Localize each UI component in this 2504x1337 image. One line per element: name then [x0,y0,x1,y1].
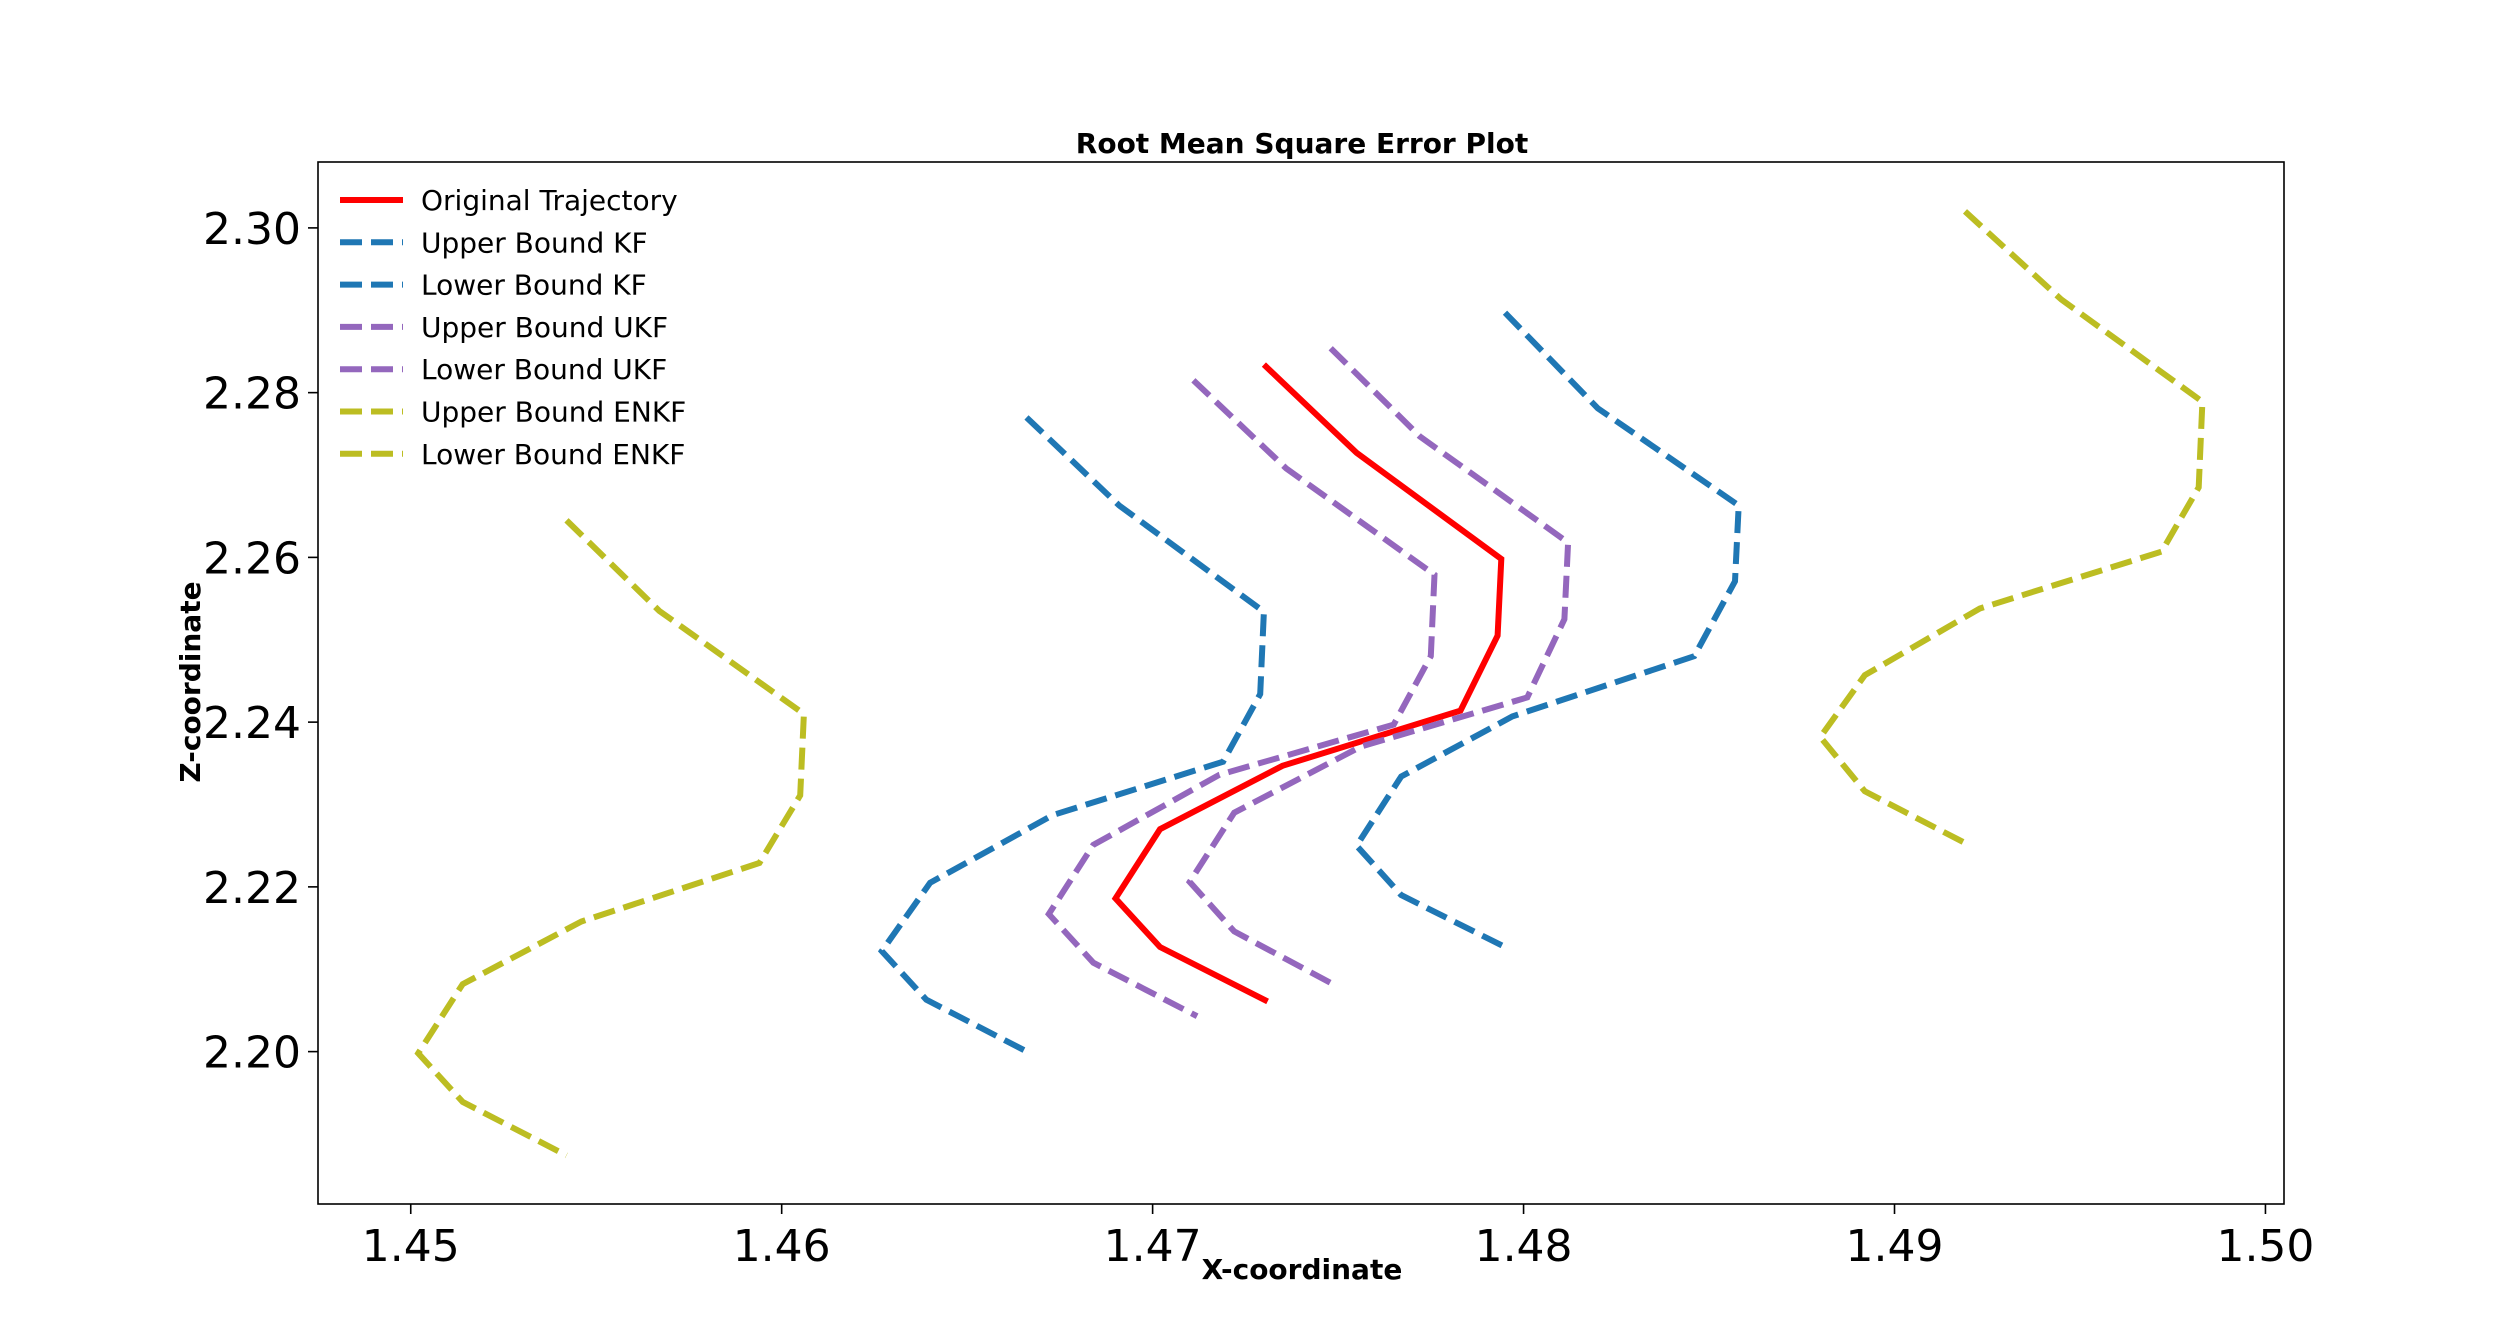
y-axis-ticks: 2.20 2.22 2.24 2.26 2.28 2.30 [203,204,318,1079]
legend: Original Trajectory Upper Bound KF Lower B… [340,184,686,471]
legend-label: Upper Bound UKF [421,311,668,344]
y-tick-label: 2.26 [203,533,301,584]
x-tick-label: 1.48 [1475,1221,1573,1272]
y-tick-label: 2.30 [203,204,301,255]
x-axis-label: X-coordinate [1202,1253,1403,1286]
series-line-upper-bound-enkf [1816,209,2206,848]
y-tick-label: 2.20 [203,1028,301,1079]
x-tick-label: 1.45 [362,1221,460,1272]
series-line-upper-bound-ukf [1185,346,1572,988]
x-tick-label: 1.46 [733,1221,831,1272]
x-tick-label: 1.49 [1846,1221,1944,1272]
legend-label: Lower Bound ENKF [421,438,685,471]
legend-label: Upper Bound KF [421,226,648,259]
series-layer [414,209,2206,1159]
series-line-upper-bound-kf [1352,310,1742,950]
x-tick-label: 1.50 [2216,1221,2314,1272]
series-line-original-trajectory [1111,362,1505,1005]
legend-label: Lower Bound UKF [421,353,667,386]
y-tick-label: 2.24 [203,698,301,749]
series-line-lower-bound-ukf [1045,378,1438,1019]
y-tick-label: 2.22 [203,863,301,914]
series-line-lower-bound-enkf [414,518,807,1159]
legend-label: Upper Bound ENKF [421,396,686,429]
x-axis-ticks: 1.45 1.46 1.47 1.48 1.49 1.50 [362,1204,2314,1272]
x-tick-label: 1.47 [1104,1221,1202,1272]
legend-label: Original Trajectory [421,184,678,217]
y-tick-label: 2.28 [203,369,301,420]
chart-title: Root Mean Square Error Plot [1076,127,1528,160]
plot-frame [317,161,2285,1205]
legend-label: Lower Bound KF [421,269,647,302]
y-axis-label: Z-coordinate [174,581,207,782]
series-line-lower-bound-kf [877,415,1267,1056]
